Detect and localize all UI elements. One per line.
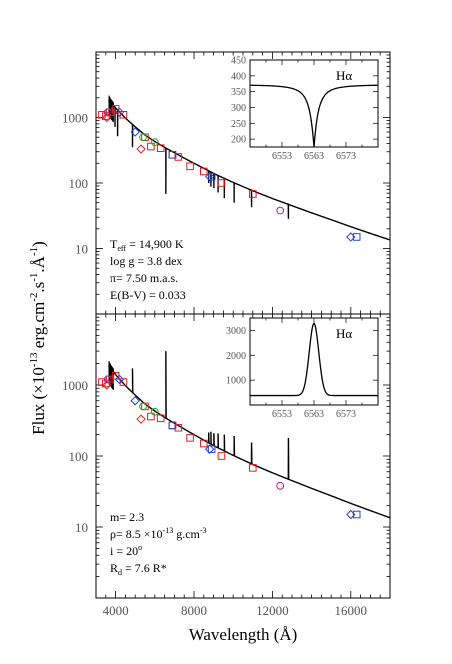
photometry-point-square [200, 167, 208, 176]
parameter-annotation: Rd = 7.6 R* [110, 561, 167, 577]
inset-y-tick-label: 200 [231, 135, 246, 146]
halpha-profile [250, 322, 378, 397]
halpha-inset: 6553 6563 6573 1000 2000 3000 Hα [226, 317, 379, 420]
photometry-point-circle [103, 375, 112, 384]
photometry-point-diamond [102, 380, 112, 390]
photometry-point-square [156, 144, 165, 152]
photometry-point-square [352, 510, 361, 519]
photometry-point-circle [150, 138, 159, 147]
photometry-point-diamond [130, 396, 140, 406]
photometry-point-square [352, 233, 361, 241]
x-axis-label: Wavelength (Å) [189, 625, 298, 644]
halpha-inset: 6553 6563 6573 200 250 300 350 400 450 Hα [231, 56, 379, 162]
photometry-point-circle [139, 402, 147, 411]
photometry-point-square [168, 150, 177, 159]
photometry-point-square [200, 439, 208, 448]
inset-y-tick-label: 3000 [226, 326, 246, 337]
photometry-point-square [174, 153, 183, 161]
photometry-point-square [147, 142, 155, 151]
inset-x-tick-label: 6563 [304, 151, 324, 162]
photometry-point-square [249, 464, 257, 472]
y-tick-label: 1000 [62, 378, 88, 393]
inset-x-tick-label: 6573 [336, 409, 356, 420]
bottom-panel: 4000 8000 12000 16000 Wavelength (Å) 10 100 100… [62, 313, 391, 644]
photometry-point-diamond [136, 414, 146, 424]
y-tick-label: 100 [69, 176, 89, 191]
photometry-point-diamond [204, 444, 215, 454]
photometry-point-circle [103, 108, 112, 117]
inset-y-tick-label: 1000 [226, 376, 246, 387]
inset-label: Hα [336, 326, 352, 341]
inset-label: Hα [336, 68, 352, 83]
photometry-point-square [174, 423, 183, 432]
inset-x-tick-label: 6553 [272, 409, 292, 420]
photometry-point-circle [276, 206, 285, 215]
photometry-point-square [249, 190, 257, 198]
y-tick-label: 10 [75, 520, 88, 535]
x-tick-label: 4000 [103, 603, 129, 618]
model-spectrum [108, 99, 391, 241]
parameter-annotation: E(B-V) = 0.033 [110, 288, 186, 302]
photometry-point-diamond [130, 127, 140, 137]
y-axis-label: Flux (×10-13 erg.cm-2.s-1.Å-1) [28, 241, 48, 435]
photometry-point-diamond [204, 171, 215, 182]
photometry-point-circle [276, 481, 285, 490]
parameter-annotation: ρ= 8.5 ×10-13 g.cm-3 [110, 526, 207, 541]
parameter-annotation: Teff = 14,900 K [110, 237, 184, 253]
parameter-annotation: log g = 3.8 dex [110, 254, 182, 268]
photometry-point-diamond [114, 374, 125, 385]
model-spectrum [108, 351, 391, 519]
y-tick-label: 100 [69, 449, 89, 464]
inset-frame [249, 317, 379, 406]
y-tick-label: 1000 [62, 111, 88, 126]
y-tick-label: 10 [75, 242, 88, 257]
parameter-annotation: i = 20o [110, 543, 142, 558]
inset-y-tick-label: 350 [231, 87, 246, 98]
photometry-point-square [207, 172, 216, 181]
photometry-point-square [168, 421, 177, 430]
inset-y-tick-label: 400 [231, 71, 246, 82]
photometry-point-square [217, 179, 226, 187]
photometry-point-circle [150, 407, 159, 416]
x-tick-label: 12000 [256, 603, 289, 618]
photometry-point-circle [139, 133, 147, 142]
photometry-point-square [207, 445, 216, 453]
x-tick-label: 8000 [181, 603, 207, 618]
photometry-point-square [217, 452, 226, 460]
photometry-point-diamond [102, 112, 112, 123]
photometry-point-square [119, 110, 128, 119]
photometry-point-square [186, 434, 194, 442]
photometry-point-square [147, 412, 155, 421]
inset-frame [249, 59, 379, 148]
photometry-point-diamond [114, 107, 125, 118]
inset-x-tick-label: 6563 [304, 409, 324, 420]
inset-y-tick-label: 300 [231, 103, 246, 114]
parameter-annotation: π= 7.50 m.a.s. [110, 271, 178, 285]
parameter-annotation: m= 2.3 [110, 510, 144, 524]
photometry-point-square [186, 162, 194, 171]
inset-y-tick-label: 2000 [226, 351, 246, 362]
inset-x-tick-label: 6553 [272, 151, 292, 162]
inset-y-tick-label: 250 [231, 119, 246, 130]
photometry-point-diamond [136, 144, 146, 154]
photometry-point-square [156, 414, 165, 423]
inset-x-tick-label: 6573 [336, 151, 356, 162]
x-tick-label: 16000 [335, 603, 368, 618]
inset-y-tick-label: 450 [231, 56, 246, 67]
halpha-profile [249, 84, 378, 148]
